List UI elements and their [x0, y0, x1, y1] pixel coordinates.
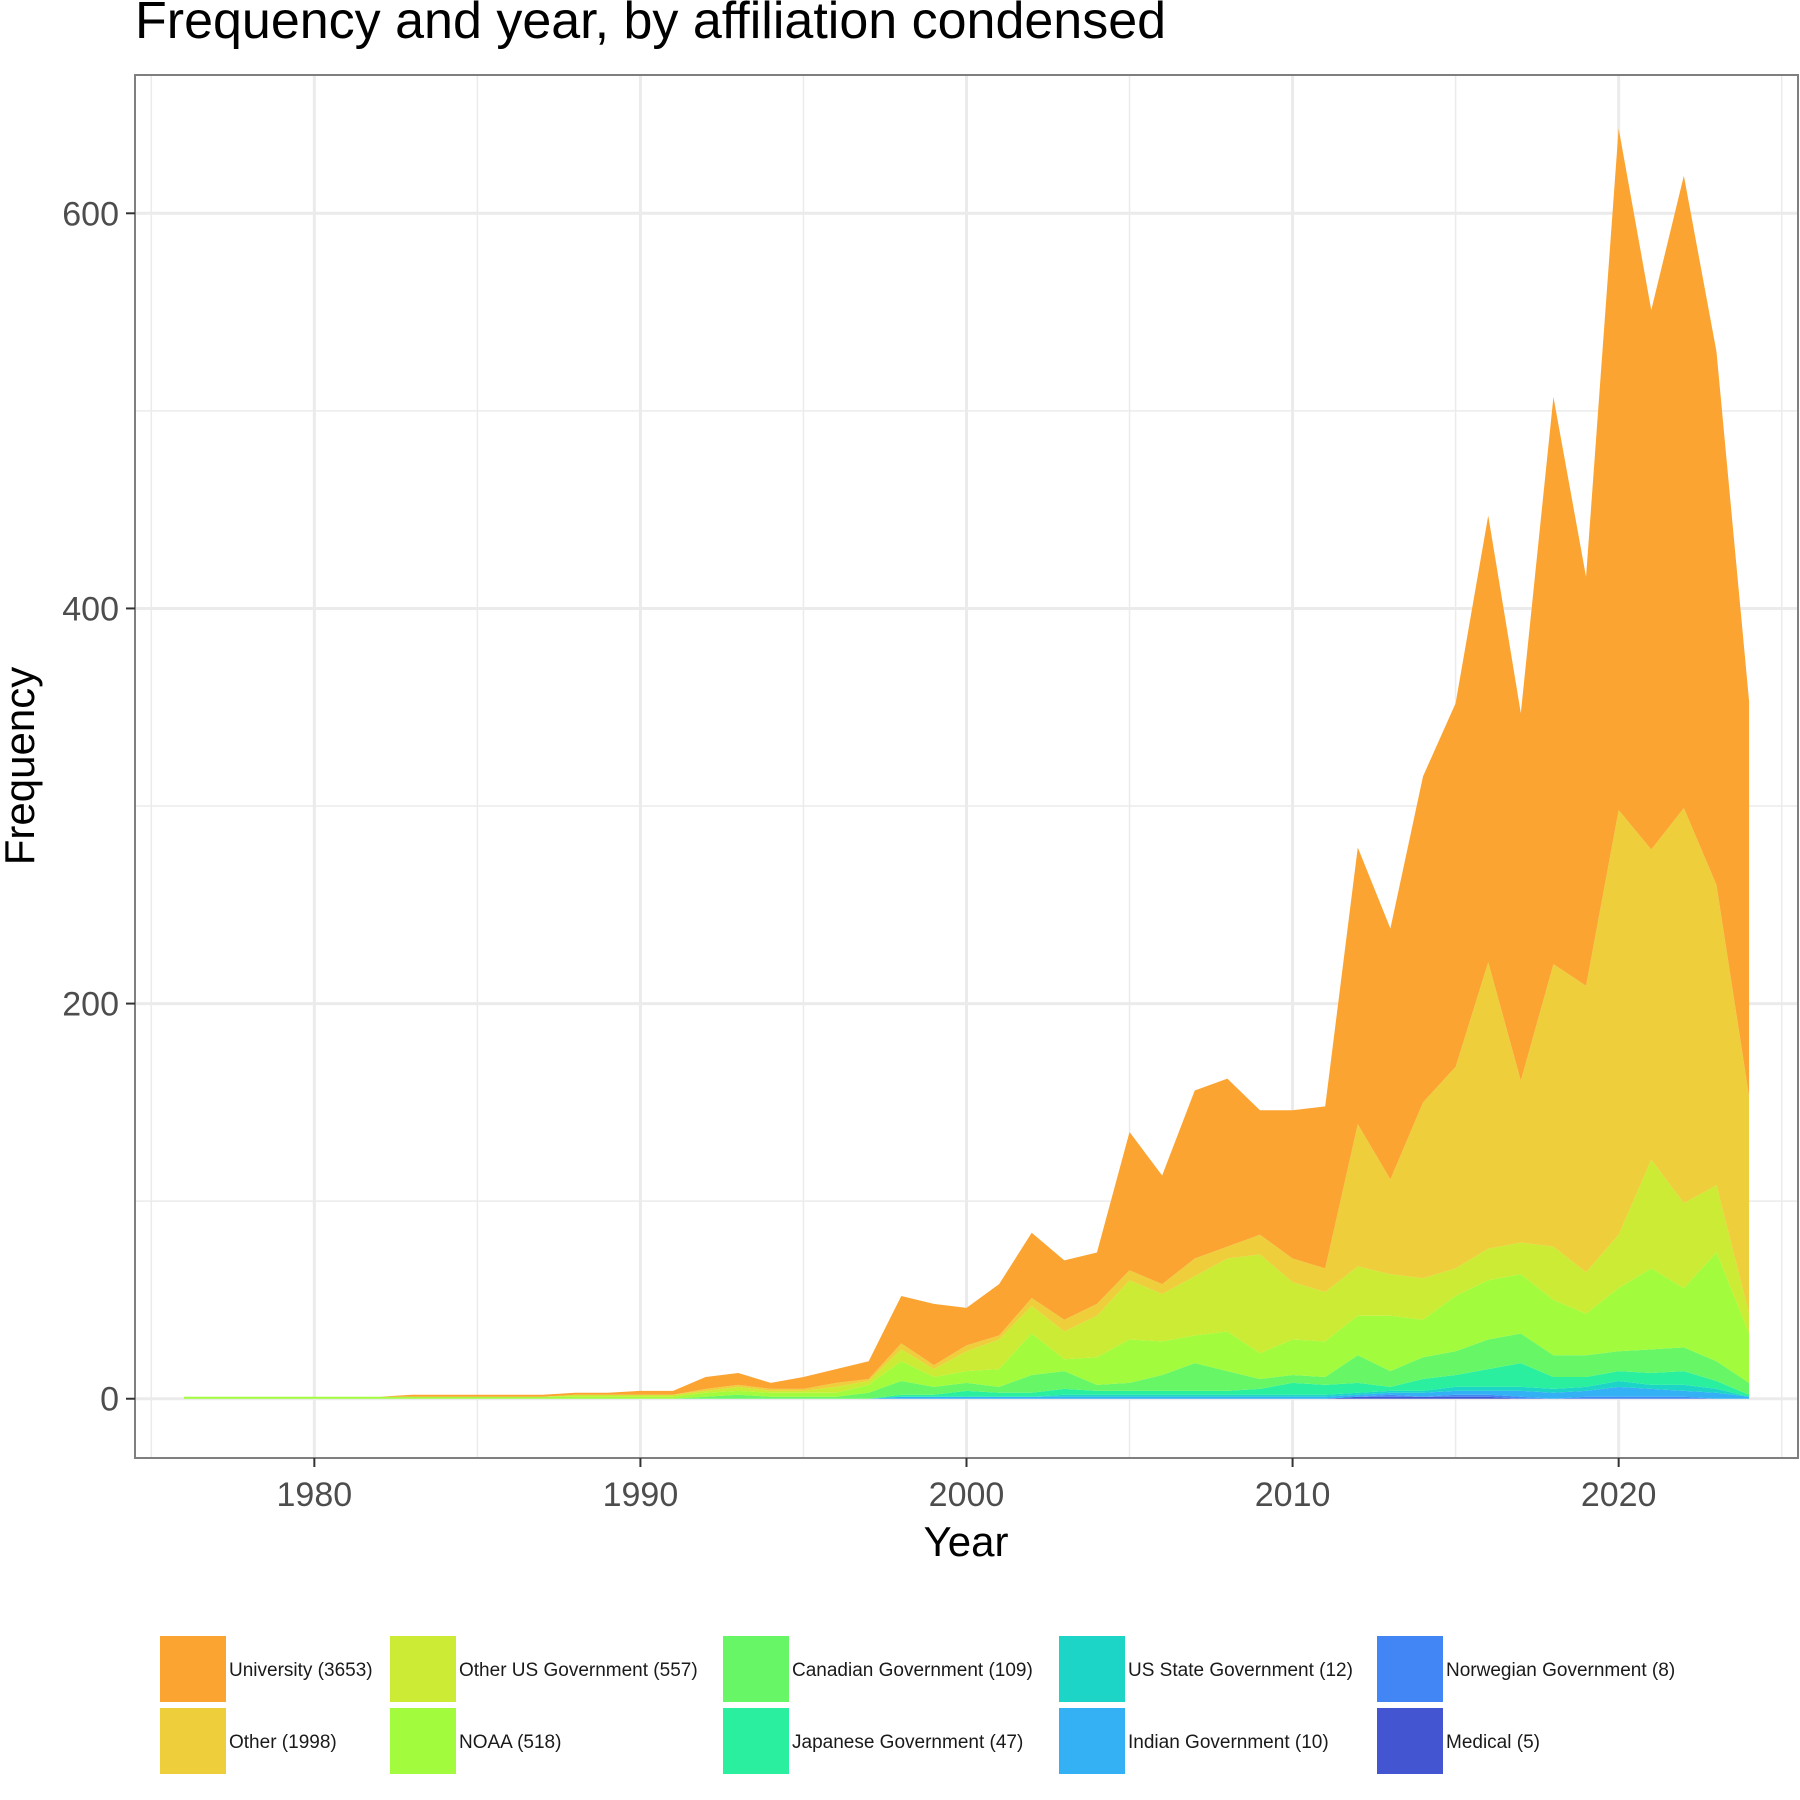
legend-swatch-university — [160, 1636, 226, 1702]
legend-label-norwegian-government: Norwegian Government (8) — [1446, 1660, 1675, 1681]
y-axis: 0 200 400 600 — [62, 195, 135, 1419]
area-us-state-government — [183, 1380, 1750, 1399]
x-tick-label: 1980 — [277, 1476, 353, 1514]
legend-label-canadian-government: Canadian Government (109) — [792, 1660, 1033, 1681]
legend-label-us-state-government: US State Government (12) — [1128, 1660, 1353, 1681]
stacked-areas — [183, 128, 1750, 1399]
y-tick-label: 600 — [62, 195, 119, 233]
legend-swatch-japanese-government — [723, 1708, 789, 1774]
legend-swatch-us-state-government — [1059, 1636, 1125, 1702]
y-tick-label: 0 — [100, 1381, 119, 1419]
legend-label-university: University (3653) — [229, 1660, 373, 1681]
area-japanese-government — [183, 1363, 1750, 1399]
legend-swatch-other — [160, 1708, 226, 1774]
x-tick-label: 2000 — [929, 1476, 1005, 1514]
legend-swatch-canadian-government — [723, 1636, 789, 1702]
chart-title: Frequency and year, by affiliation conde… — [135, 0, 1166, 50]
area-norwegian-government — [183, 1394, 1750, 1399]
legend-label-noaa: NOAA (518) — [459, 1732, 561, 1753]
area-other-us-government — [183, 1159, 1750, 1397]
area-university — [183, 128, 1750, 1397]
x-axis-title: Year — [924, 1518, 1009, 1565]
x-axis: 1980 1990 2000 2010 2020 — [277, 1458, 1657, 1514]
legend-label-other-us-government: Other US Government (557) — [459, 1660, 698, 1681]
y-tick-label: 200 — [62, 986, 119, 1024]
legend: University (3653) Other (1998) Other US Go… — [160, 1636, 1675, 1774]
y-axis-title: Frequency — [0, 667, 43, 865]
legend-swatch-other-us-government — [390, 1636, 456, 1702]
area-canadian-government — [183, 1333, 1750, 1399]
area-noaa — [183, 1252, 1750, 1399]
legend-label-indian-government: Indian Government (10) — [1128, 1732, 1329, 1753]
legend-label-japanese-government: Japanese Government (47) — [792, 1732, 1023, 1753]
y-tick-label: 400 — [62, 590, 119, 628]
legend-swatch-indian-government — [1059, 1708, 1125, 1774]
area-other — [183, 807, 1750, 1397]
legend-label-medical: Medical (5) — [1446, 1732, 1540, 1753]
area-medical — [183, 1396, 1750, 1399]
legend-swatch-noaa — [390, 1708, 456, 1774]
legend-swatch-norwegian-government — [1377, 1636, 1443, 1702]
x-tick-label: 1990 — [603, 1476, 679, 1514]
x-tick-label: 2020 — [1581, 1476, 1657, 1514]
legend-label-other: Other (1998) — [229, 1732, 337, 1753]
x-tick-label: 2010 — [1255, 1476, 1331, 1514]
area-indian-government — [183, 1386, 1750, 1399]
legend-swatch-medical — [1377, 1708, 1443, 1774]
